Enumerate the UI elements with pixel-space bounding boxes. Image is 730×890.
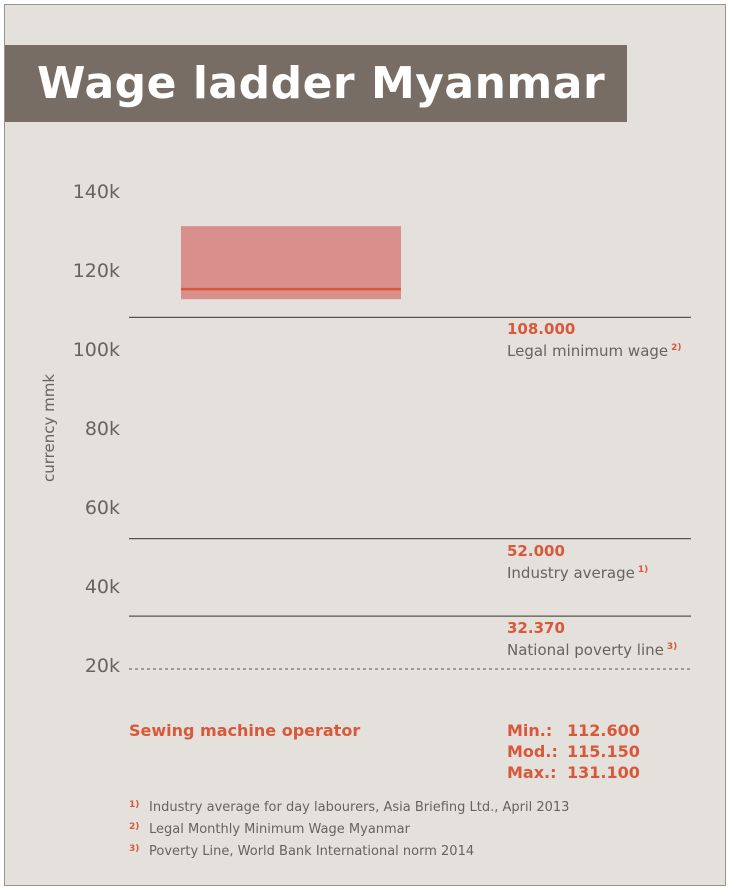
y-tick-label: 120k [73,260,120,282]
y-axis-label: currency mmk [40,374,58,482]
stat-max-value: 131.100 [567,763,640,782]
stat-max: Max.: 131.100 [507,763,640,782]
footnote-1-mark: 1) [129,800,140,810]
footnote-2: 2) Legal Monthly Minimum Wage Myanmar [129,822,410,837]
reference-value: 52.000 [507,541,565,560]
title-band: Wage ladder Myanmar [5,45,627,122]
footnote-1: 1) Industry average for day labourers, As… [129,800,569,815]
y-tick-label: 40k [85,576,120,598]
y-tick-label: 100k [73,339,120,361]
stat-mode-key: Mod.: [507,742,558,761]
reference-value: 32.370 [507,619,565,638]
reference-note-mark: 2) [671,343,682,354]
reference-value: 108.000 [507,320,576,339]
series-label: Sewing machine operator [129,721,361,740]
reference-note-mark: 1) [637,564,649,575]
footnote-3-mark: 3) [129,844,140,854]
reference-label-text: Legal minimum wage [507,342,669,361]
y-tick-label: 140k [73,181,120,203]
reference-label: Legal minimum wage 2) [507,342,682,360]
footnote-3-text: Poverty Line, World Bank International n… [149,844,475,859]
y-tick-label: 80k [85,418,120,440]
stat-min-value: 112.600 [567,721,640,740]
stat-min: Min.: 112.600 [507,721,640,740]
y-tick-label: 60k [85,497,120,519]
reference-label-text: Industry average [507,563,635,582]
stat-max-key: Max.: [507,763,557,782]
footnote-3: 3) Poverty Line, World Bank International… [129,844,474,859]
reference-note-mark: 3) [666,642,678,653]
infographic-frame: Wage ladder Myanmar 140k 120k 100k 80k 60k 40… [4,4,726,886]
page-title: Wage ladder Myanmar [37,58,606,109]
range-box [181,226,401,300]
footnote-1-text: Industry average for day labourers, Asia… [149,800,570,815]
reference-label: Industry average 1) [507,564,648,582]
reference-label-text: National poverty line [507,641,664,660]
footnote-2-text: Legal Monthly Minimum Wage Myanmar [149,822,410,837]
wage-chart: 140k 120k 100k 80k 60k 40k 20k currency mmk [40,181,691,677]
stat-mode: Mod.: 115.150 [507,742,640,761]
reference-label: National poverty line 3) [507,641,677,659]
stat-mode-value: 115.150 [567,742,640,761]
y-tick-label: 20k [85,655,120,677]
stat-min-key: Min.: [507,721,553,740]
footnote-2-mark: 2) [129,822,140,832]
